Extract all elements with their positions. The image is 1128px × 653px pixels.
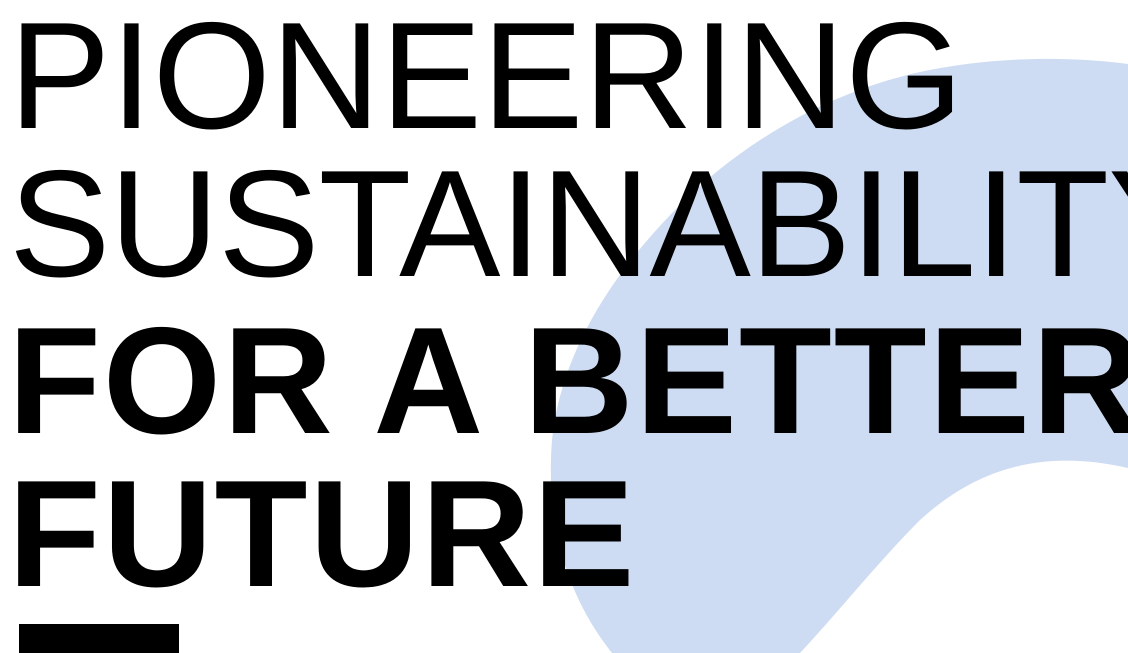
headline-line-1: PIONEERING — [9, 0, 964, 161]
accent-bar — [19, 624, 179, 653]
headline-line-3: FOR A BETTER — [8, 296, 1128, 466]
blob-path — [550, 58, 1128, 653]
headline-line-4: FUTURE — [8, 449, 637, 619]
headline-line-2: SUSTAINABILITY — [9, 139, 1128, 309]
